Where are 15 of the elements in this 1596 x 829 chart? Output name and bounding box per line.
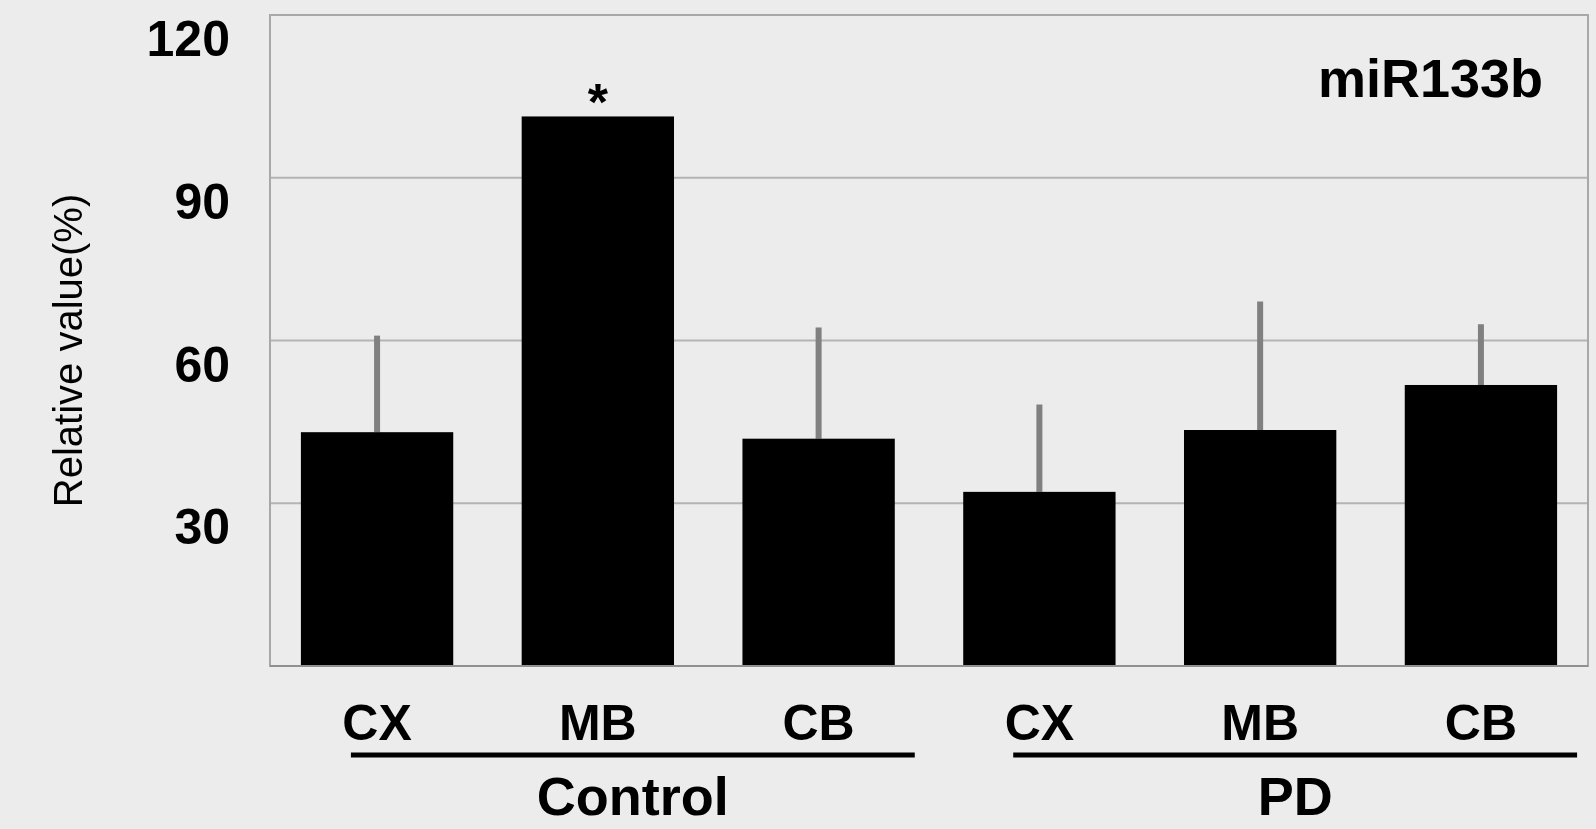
y-tick-label: 60 — [174, 336, 230, 393]
x-tick-label: CB — [782, 695, 855, 751]
x-tick-label: CX — [1004, 695, 1075, 751]
x-tick-label: CB — [1444, 695, 1518, 751]
text: miR133b — [1317, 48, 1543, 108]
annotation: * — [587, 73, 609, 132]
x-tick-label: MB — [1221, 695, 1300, 751]
y-tick-label: 30 — [174, 499, 230, 556]
y-tick-label: 120 — [146, 11, 230, 67]
text: PD — [1257, 766, 1333, 826]
y-axis-title: Relative value(%) — [46, 193, 90, 508]
x-tick-label: MB — [558, 695, 637, 751]
text: Control — [536, 766, 729, 826]
y-tick-label: 90 — [174, 173, 230, 230]
x-tick-label: CX — [342, 695, 412, 751]
